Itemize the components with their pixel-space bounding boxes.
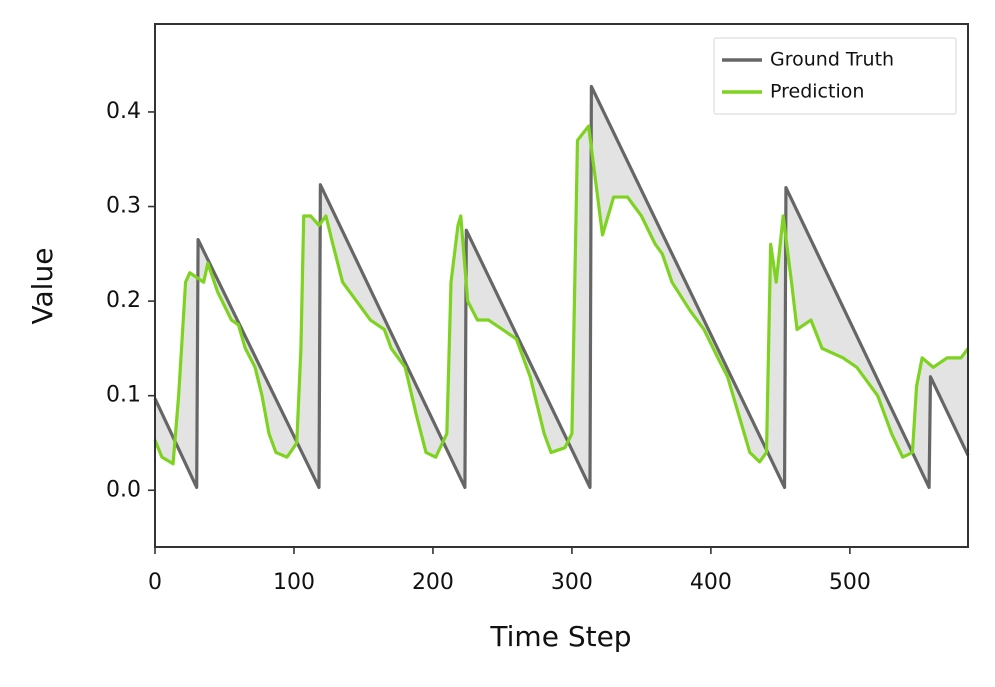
x-tick-label: 200	[412, 570, 454, 595]
x-tick-label: 0	[148, 570, 162, 595]
y-tick-label: 0.0	[106, 477, 141, 502]
x-tick-label: 400	[690, 570, 732, 595]
y-tick-label: 0.2	[106, 288, 141, 313]
legend-box	[713, 37, 957, 115]
x-tick-label: 500	[829, 570, 871, 595]
fill-between	[155, 86, 968, 488]
y-axis-label: Value	[26, 248, 59, 325]
y-tick-label: 0.3	[106, 194, 141, 219]
data-line	[153, 124, 970, 466]
y-tick-label: 0.4	[106, 99, 141, 124]
legend-label: Ground Truth	[770, 49, 894, 71]
plot-frame	[154, 23, 969, 548]
data-line	[153, 84, 970, 490]
legend-label: Prediction	[770, 81, 864, 103]
y-tick-label: 0.1	[106, 383, 141, 408]
x-tick-label: 300	[551, 570, 593, 595]
x-tick-label: 100	[273, 570, 315, 595]
x-axis-label: Time Step	[489, 620, 631, 653]
